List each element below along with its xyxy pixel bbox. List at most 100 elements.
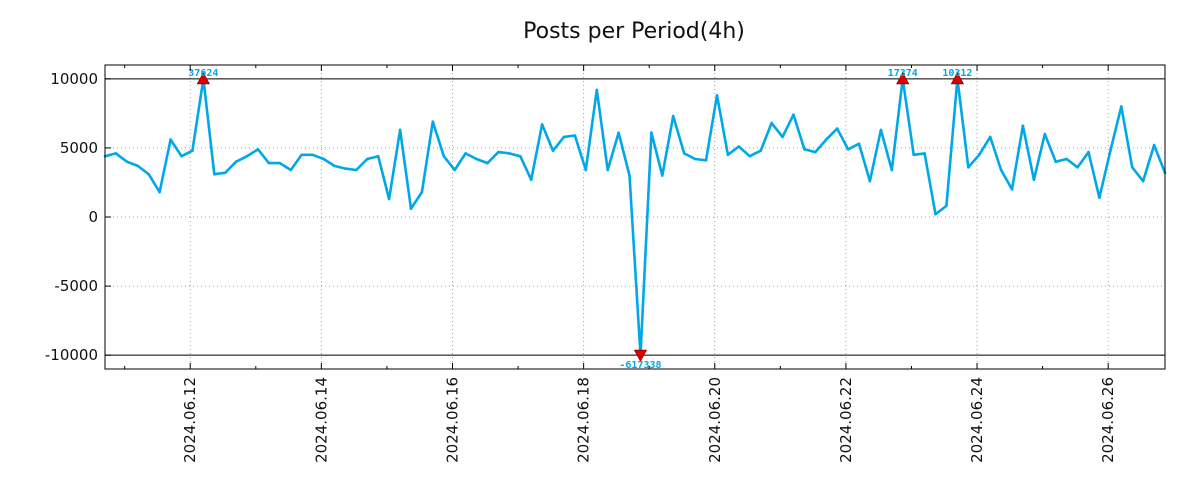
data-point — [584, 168, 588, 172]
data-point — [595, 88, 599, 92]
data-point — [158, 190, 161, 194]
data-point — [223, 171, 227, 175]
annotation-label: -617338 — [619, 360, 661, 371]
data-point — [431, 120, 435, 123]
x-tick-label: 2024.06.12 — [181, 377, 199, 463]
x-tick-label: 2024.06.18 — [575, 377, 593, 463]
data-point — [748, 154, 751, 158]
clip-lines — [105, 78, 1165, 356]
data-point — [792, 113, 795, 116]
data-point — [814, 150, 817, 154]
data-point — [1130, 166, 1134, 169]
data-point — [333, 164, 336, 168]
data-point — [322, 157, 325, 161]
data-point — [967, 166, 970, 169]
data-point — [267, 161, 271, 165]
data-point — [759, 149, 762, 152]
grid — [105, 65, 1165, 369]
data-point — [562, 135, 566, 139]
data-point — [497, 150, 500, 154]
data-point — [519, 154, 522, 158]
data-point — [180, 154, 183, 158]
data-point — [398, 128, 402, 132]
trough-marker — [633, 349, 648, 363]
data-point — [737, 145, 741, 148]
data-point — [234, 160, 238, 163]
data-point — [650, 131, 653, 134]
data-point — [1065, 157, 1068, 161]
data-point — [475, 157, 478, 161]
data-point — [671, 114, 675, 118]
data-point — [420, 190, 424, 194]
data-point — [693, 157, 697, 161]
data-point — [508, 152, 511, 155]
data-point — [770, 121, 773, 125]
data-point — [606, 168, 609, 172]
data-point — [923, 152, 926, 155]
data-point — [442, 154, 446, 158]
annotation-label: 17374 — [888, 68, 918, 79]
data-point — [1109, 149, 1112, 152]
data-point — [300, 153, 304, 157]
data-point — [453, 168, 457, 172]
x-tick-label: 2024.06.20 — [706, 377, 724, 463]
data-point — [147, 172, 150, 176]
data-point — [835, 127, 839, 130]
data-point — [1141, 179, 1145, 183]
x-tick-label: 2024.06.14 — [312, 377, 330, 463]
data-point — [726, 153, 730, 157]
data-point — [1120, 105, 1123, 108]
data-point — [464, 152, 467, 155]
data-point — [617, 131, 620, 134]
data-point — [1021, 124, 1025, 128]
annotation-label: 10312 — [942, 68, 972, 79]
data-point — [704, 159, 708, 162]
chart-title: Posts per Period(4h) — [523, 19, 745, 44]
data-point — [661, 174, 664, 177]
data-point — [1032, 178, 1036, 181]
data-point — [344, 167, 347, 170]
data-point — [824, 138, 828, 141]
data-point — [879, 128, 883, 132]
annotation-label: 37624 — [188, 68, 218, 79]
data-point — [376, 154, 380, 158]
y-tick-label: 5000 — [60, 139, 98, 157]
data-point — [682, 152, 686, 155]
annotation-markers: 37624 -617338 17374 10312 — [188, 68, 972, 371]
y-tick-label: -5000 — [54, 277, 98, 295]
data-point — [289, 168, 293, 172]
data-point — [169, 138, 172, 141]
data-point — [999, 168, 1003, 172]
data-point — [1152, 143, 1156, 147]
data-point — [628, 174, 631, 177]
data-point — [245, 154, 249, 158]
data-point — [278, 161, 282, 165]
data-point — [803, 148, 806, 151]
data-point — [573, 134, 577, 137]
y-tick-label: 10000 — [50, 70, 98, 88]
x-tick-label: 2024.06.26 — [1099, 377, 1117, 463]
y-tick-label: -10000 — [45, 346, 98, 364]
series-line — [104, 77, 1167, 357]
data-point — [125, 160, 129, 163]
data-point — [868, 179, 872, 183]
data-point — [256, 148, 260, 151]
peak-marker — [896, 71, 910, 85]
peak-marker — [196, 71, 211, 85]
data-point — [1076, 166, 1079, 169]
data-point — [213, 172, 216, 176]
data-point — [136, 164, 140, 168]
data-point — [311, 153, 314, 157]
data-point — [988, 135, 992, 139]
x-tick-label: 2024.06.24 — [968, 377, 986, 463]
data-point — [934, 212, 937, 216]
data-point — [1087, 150, 1090, 154]
data-point — [366, 157, 369, 161]
y-tick-label: 0 — [88, 208, 98, 226]
data-point — [540, 123, 544, 126]
series-layer — [103, 77, 1167, 357]
data-point — [857, 142, 861, 146]
data-point — [114, 152, 118, 155]
